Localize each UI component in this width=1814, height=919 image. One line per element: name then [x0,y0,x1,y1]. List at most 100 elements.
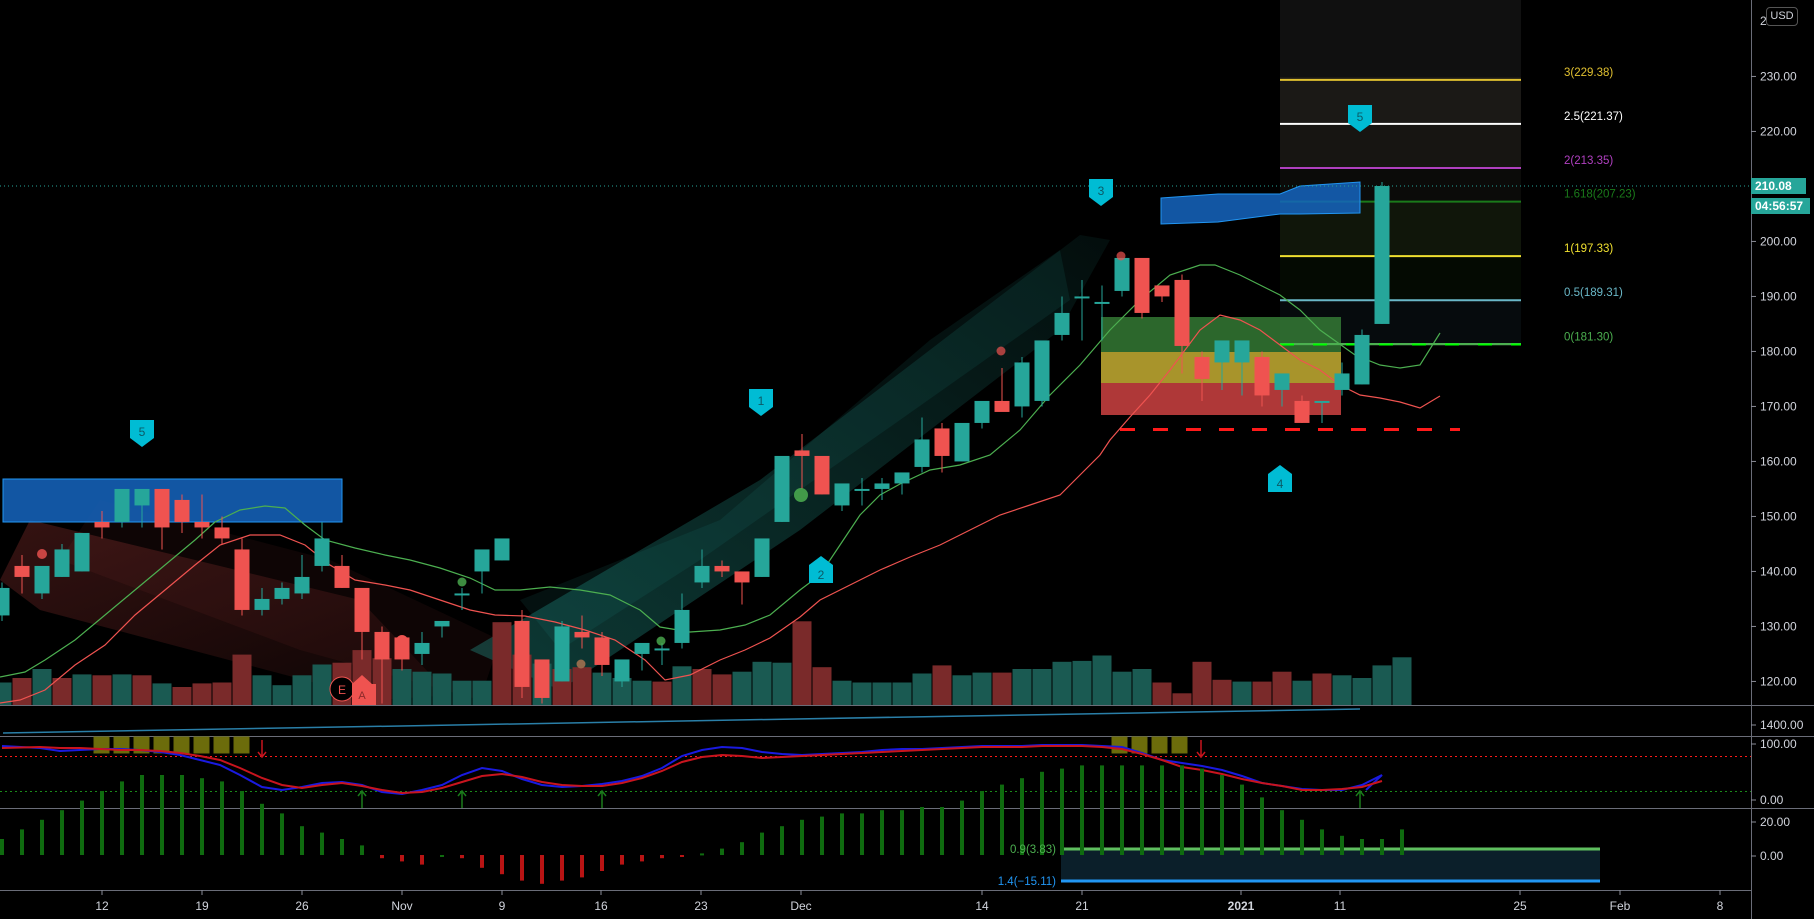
wave-label-4: 4 [1268,465,1292,492]
momentum-bar [220,781,224,855]
candle[interactable] [834,483,850,511]
candle[interactable] [154,488,170,550]
candle[interactable] [194,494,210,539]
candle[interactable] [1014,356,1030,418]
candle[interactable] [14,554,30,594]
candle[interactable] [94,510,110,539]
candle[interactable] [174,494,190,533]
candle[interactable] [974,400,990,429]
volume-bar [712,674,732,705]
candle[interactable] [694,549,710,588]
candle[interactable] [714,560,730,577]
candle[interactable] [54,543,70,577]
volume-bar [1232,681,1252,705]
momentum-bar [1220,775,1224,855]
candlesticks[interactable] [0,182,1390,704]
candle[interactable] [854,477,870,506]
candle[interactable] [1314,400,1330,423]
candle[interactable] [534,659,550,704]
candle[interactable] [1054,296,1070,341]
candle[interactable] [1154,285,1170,302]
candle[interactable] [1254,351,1270,407]
candle[interactable] [274,582,290,605]
candle[interactable] [914,417,930,473]
candle[interactable] [474,549,490,594]
volume-bar [312,664,332,705]
candle[interactable] [434,620,450,638]
candle[interactable] [934,422,950,473]
momentum-bar [580,855,584,878]
candle[interactable] [774,455,790,522]
candle[interactable] [554,620,570,682]
candle[interactable] [294,554,310,599]
candle[interactable] [1074,279,1090,341]
volume-bar [1312,673,1332,705]
price-axis[interactable]: 230.00220.00200.00190.00180.00170.00160.… [1751,14,1804,863]
candle[interactable] [1174,274,1190,374]
candle[interactable] [874,477,890,500]
candle[interactable] [334,554,350,588]
candle[interactable] [994,367,1010,412]
candle[interactable] [254,587,270,616]
candle[interactable] [1034,340,1050,407]
price-tick: 230.00 [1760,69,1797,83]
currency-badge[interactable]: USD [1766,7,1798,26]
candle[interactable] [234,538,250,616]
candle[interactable] [114,488,130,528]
candle[interactable] [314,521,330,572]
wave-label-3: 3 [1089,179,1113,206]
volume-bar [952,675,972,705]
candle[interactable] [1214,340,1230,390]
fib-extension-zone[interactable] [1280,0,1521,344]
momentum-panel[interactable] [0,765,1600,884]
candle[interactable] [1234,340,1250,396]
candle[interactable] [1354,329,1370,385]
candle[interactable] [34,565,50,599]
candle[interactable] [574,615,590,649]
candle[interactable] [1374,182,1390,324]
time-tick: Nov [391,899,412,913]
volume-bar [612,678,632,705]
stoch-signal-arrows [257,740,1365,808]
candle[interactable] [754,538,770,577]
candle[interactable] [1194,351,1210,401]
candle[interactable] [134,488,150,528]
supply-zone-left[interactable] [2,478,343,523]
momentum-bar [700,853,704,856]
volume-bar [152,683,172,705]
supply-zone-right[interactable] [1160,181,1361,225]
stochastic-panel[interactable] [0,736,1751,808]
candle[interactable] [614,659,630,687]
candle[interactable] [894,472,910,495]
candle[interactable] [814,455,830,495]
candle[interactable] [414,631,430,665]
candle[interactable] [1114,257,1130,297]
volume-bar [772,662,792,705]
candle[interactable] [594,631,610,676]
candle[interactable] [1094,285,1110,341]
candle[interactable] [354,587,370,660]
candle[interactable] [214,516,230,544]
candle[interactable] [454,587,470,610]
candle[interactable] [734,571,750,605]
candle[interactable] [1134,257,1150,319]
candle[interactable] [374,626,390,704]
time-axis[interactable]: 12 19 26 Nov 9 16 23 Dec 14 21 2021 11 25 Feb 8 [95,890,1724,913]
candle[interactable] [514,609,530,698]
alert-marker[interactable]: A [352,675,376,705]
consolidation-box[interactable] [1101,317,1341,415]
candle[interactable] [1334,362,1350,396]
candle[interactable] [954,422,970,462]
candle[interactable] [494,538,510,561]
candle[interactable] [674,593,690,649]
candle[interactable] [654,642,670,665]
candle[interactable] [634,642,650,671]
candle[interactable] [1294,395,1310,423]
candle[interactable] [1274,373,1290,407]
candle[interactable] [0,582,10,621]
candle[interactable] [794,433,810,489]
momentum-bar [120,781,124,855]
candle[interactable] [74,532,90,572]
earnings-marker[interactable]: E [329,676,355,702]
